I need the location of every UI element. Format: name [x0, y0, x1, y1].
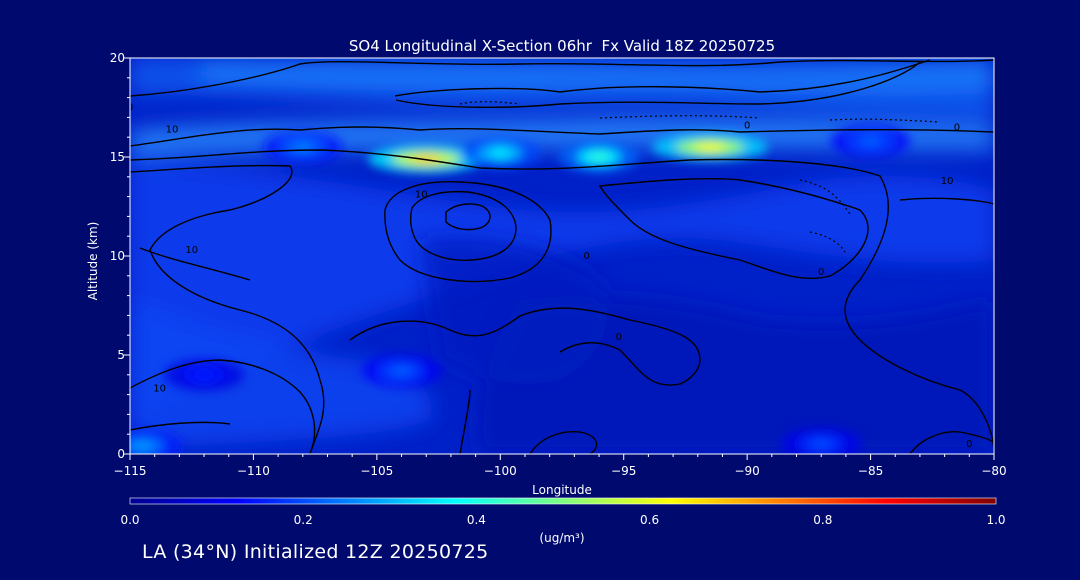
contour-label: 10	[941, 176, 954, 187]
colorbar-tick-label: 0.0	[120, 513, 139, 527]
concentration-peak	[194, 370, 215, 379]
x-tick-label: −110	[237, 464, 270, 478]
contour-label: 0	[818, 267, 824, 278]
concentration-peak	[132, 442, 153, 451]
x-tick-label: −80	[981, 464, 1006, 478]
x-axis-label: Longitude	[532, 483, 592, 497]
x-axis: −115 −110 −105 −100 −95 −90 −85 −80	[114, 454, 1007, 478]
contour-label: 0	[966, 439, 972, 450]
contour-label: 10	[166, 124, 179, 135]
initialization-caption: LA (34°N) Initialized 12Z 20250725	[142, 541, 489, 563]
colorbar-unit-label: (ug/m³)	[539, 531, 584, 545]
contour-label: 0	[583, 251, 589, 262]
y-axis-label: Altitude (km)	[86, 222, 100, 301]
chart-title: SO4 Longitudinal X-Section 06hr Fx Valid…	[349, 37, 775, 55]
colorbar	[129, 497, 997, 505]
contour-label: 10	[153, 384, 166, 395]
y-tick-label: 0	[117, 447, 125, 461]
colorbar-tick-label: 1.0	[986, 513, 1005, 527]
contour-label: 10	[185, 245, 198, 256]
x-tick-label: −115	[114, 464, 147, 478]
colorbar-tick-label: 0.2	[294, 513, 313, 527]
concentration-peak	[490, 149, 511, 158]
colorbar-tick-label: 0.6	[640, 513, 659, 527]
x-tick-label: −85	[858, 464, 883, 478]
y-tick-label: 20	[110, 51, 125, 65]
y-axis: 0 5 10 15 20	[110, 51, 130, 461]
concentration-peak	[589, 153, 610, 161]
x-tick-label: −100	[484, 464, 517, 478]
concentration-peak	[694, 143, 727, 152]
x-tick-label: −105	[360, 464, 393, 478]
y-tick-label: 5	[117, 348, 125, 362]
contour-label: 0	[616, 332, 622, 343]
concentration-peak	[811, 440, 832, 449]
contour-label: 10	[415, 190, 428, 201]
concentration-peak	[292, 143, 313, 152]
colorbar-tick-label: 0.8	[813, 513, 832, 527]
x-tick-label: −90	[734, 464, 759, 478]
plot-area: 0 10 10 10 0 0 10 0 0 10 0 0	[127, 58, 994, 454]
colorbar-tick-label: 0.4	[467, 513, 486, 527]
x-tick-label: −95	[611, 464, 636, 478]
contour-label: 0	[744, 120, 750, 131]
concentration-peak	[391, 366, 412, 375]
y-tick-label: 15	[110, 150, 125, 164]
contour-label: 0	[954, 122, 960, 133]
y-tick-label: 10	[110, 249, 125, 263]
contour-label: 0	[127, 103, 133, 114]
concentration-peak	[860, 137, 881, 146]
colorbar-ticks: 0.0 0.2 0.4 0.6 0.8 1.0	[120, 513, 1005, 527]
